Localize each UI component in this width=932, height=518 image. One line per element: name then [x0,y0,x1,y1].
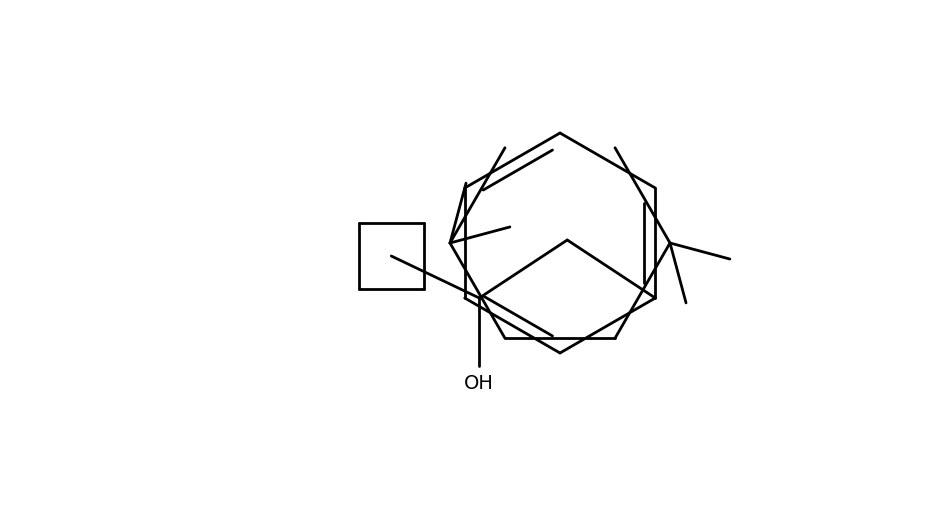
Text: OH: OH [464,374,494,393]
